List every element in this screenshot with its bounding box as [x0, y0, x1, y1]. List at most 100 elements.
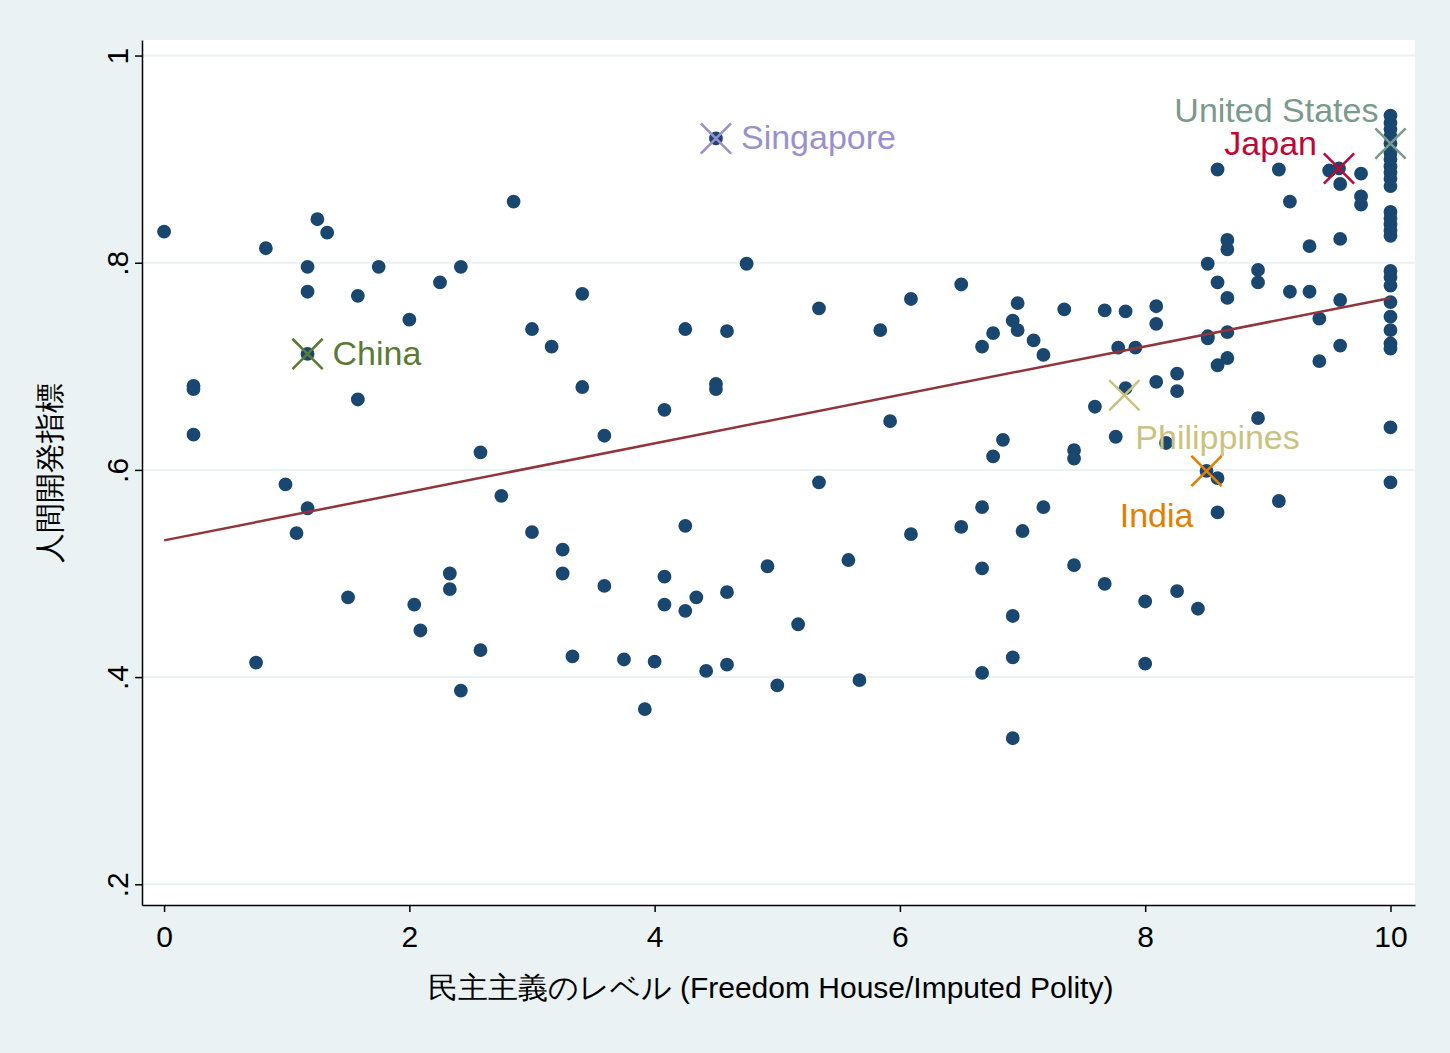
point	[556, 543, 570, 557]
x-tick: 6	[892, 905, 909, 953]
point	[249, 656, 263, 670]
point	[658, 403, 672, 417]
point	[525, 322, 539, 336]
x-tick-label: 10	[1374, 920, 1407, 953]
point	[443, 567, 457, 581]
point	[770, 678, 784, 692]
point	[1303, 239, 1317, 253]
point	[812, 301, 826, 315]
point	[1088, 400, 1102, 414]
point	[1138, 595, 1152, 609]
point	[986, 450, 1000, 464]
annotation-marker	[1324, 153, 1354, 183]
x-tick-label: 8	[1137, 920, 1154, 953]
x-tick-mark	[409, 905, 411, 912]
x-axis: 0246810	[143, 905, 1416, 953]
annotation-label: China	[333, 334, 422, 372]
point	[433, 275, 447, 289]
point	[341, 590, 355, 604]
point	[597, 429, 611, 443]
point	[187, 382, 201, 396]
point	[678, 519, 692, 533]
point	[975, 666, 989, 680]
point	[1119, 305, 1133, 319]
x-tick-mark	[900, 905, 902, 912]
grid-line	[142, 676, 1415, 678]
point	[1011, 323, 1025, 337]
x-tick: 10	[1374, 905, 1407, 953]
point	[1384, 475, 1398, 489]
point	[474, 445, 488, 459]
point	[279, 478, 293, 492]
point	[1109, 430, 1123, 444]
point	[1057, 302, 1071, 316]
point	[351, 393, 365, 407]
point	[1149, 317, 1163, 331]
point	[1384, 229, 1398, 243]
point	[575, 380, 589, 394]
point	[443, 582, 457, 596]
x-tick: 0	[156, 905, 173, 953]
point	[1149, 299, 1163, 313]
point	[904, 292, 918, 306]
point	[187, 428, 201, 442]
point	[1098, 303, 1112, 317]
point	[1016, 524, 1030, 538]
point	[975, 500, 989, 514]
point	[1170, 367, 1184, 381]
point	[1220, 351, 1234, 365]
point	[566, 649, 580, 663]
annotation-label: United States	[1174, 91, 1378, 129]
point	[720, 658, 734, 672]
point	[904, 527, 918, 541]
y-tick: .8	[101, 251, 142, 276]
point	[812, 475, 826, 489]
y-tick-mark	[135, 884, 142, 886]
point	[761, 559, 775, 573]
point	[853, 673, 867, 687]
y-tick-mark	[135, 55, 142, 57]
y-tick-label: .8	[101, 251, 134, 276]
point	[1333, 293, 1347, 307]
point	[301, 260, 315, 274]
x-tick: 8	[1137, 905, 1154, 953]
point	[678, 322, 692, 336]
x-tick-label: 0	[156, 920, 173, 953]
point	[1201, 257, 1215, 271]
chart: 0246810.2.4.6.81民主主義のレベル (Freedom House/…	[0, 0, 1450, 1053]
y-tick-label: .2	[101, 872, 134, 897]
grid-line	[142, 55, 1415, 57]
x-tick-mark	[654, 905, 656, 912]
point	[954, 520, 968, 534]
point	[407, 598, 421, 612]
point	[1303, 285, 1317, 299]
point	[1333, 177, 1347, 191]
point	[301, 285, 315, 299]
point	[1067, 452, 1081, 466]
point	[1384, 323, 1398, 337]
point	[699, 664, 713, 678]
y-axis: .2.4.6.81	[101, 41, 143, 906]
point	[1170, 584, 1184, 598]
point	[1384, 279, 1398, 293]
point	[720, 324, 734, 338]
point	[841, 553, 855, 567]
point	[678, 604, 692, 618]
y-tick-label: 1	[101, 48, 134, 65]
point	[413, 624, 427, 638]
point	[556, 567, 570, 581]
point	[1011, 296, 1025, 310]
point	[1170, 384, 1184, 398]
points	[157, 109, 1397, 745]
y-tick: 1	[101, 48, 142, 65]
y-tick-label: .6	[101, 458, 134, 483]
background	[0, 0, 1450, 1053]
annotation-marker	[1375, 128, 1405, 158]
y-axis-line	[142, 41, 144, 906]
point	[1384, 310, 1398, 324]
point	[740, 257, 754, 271]
point	[1149, 375, 1163, 389]
point	[658, 598, 672, 612]
marks	[157, 109, 1405, 745]
point	[259, 241, 273, 255]
